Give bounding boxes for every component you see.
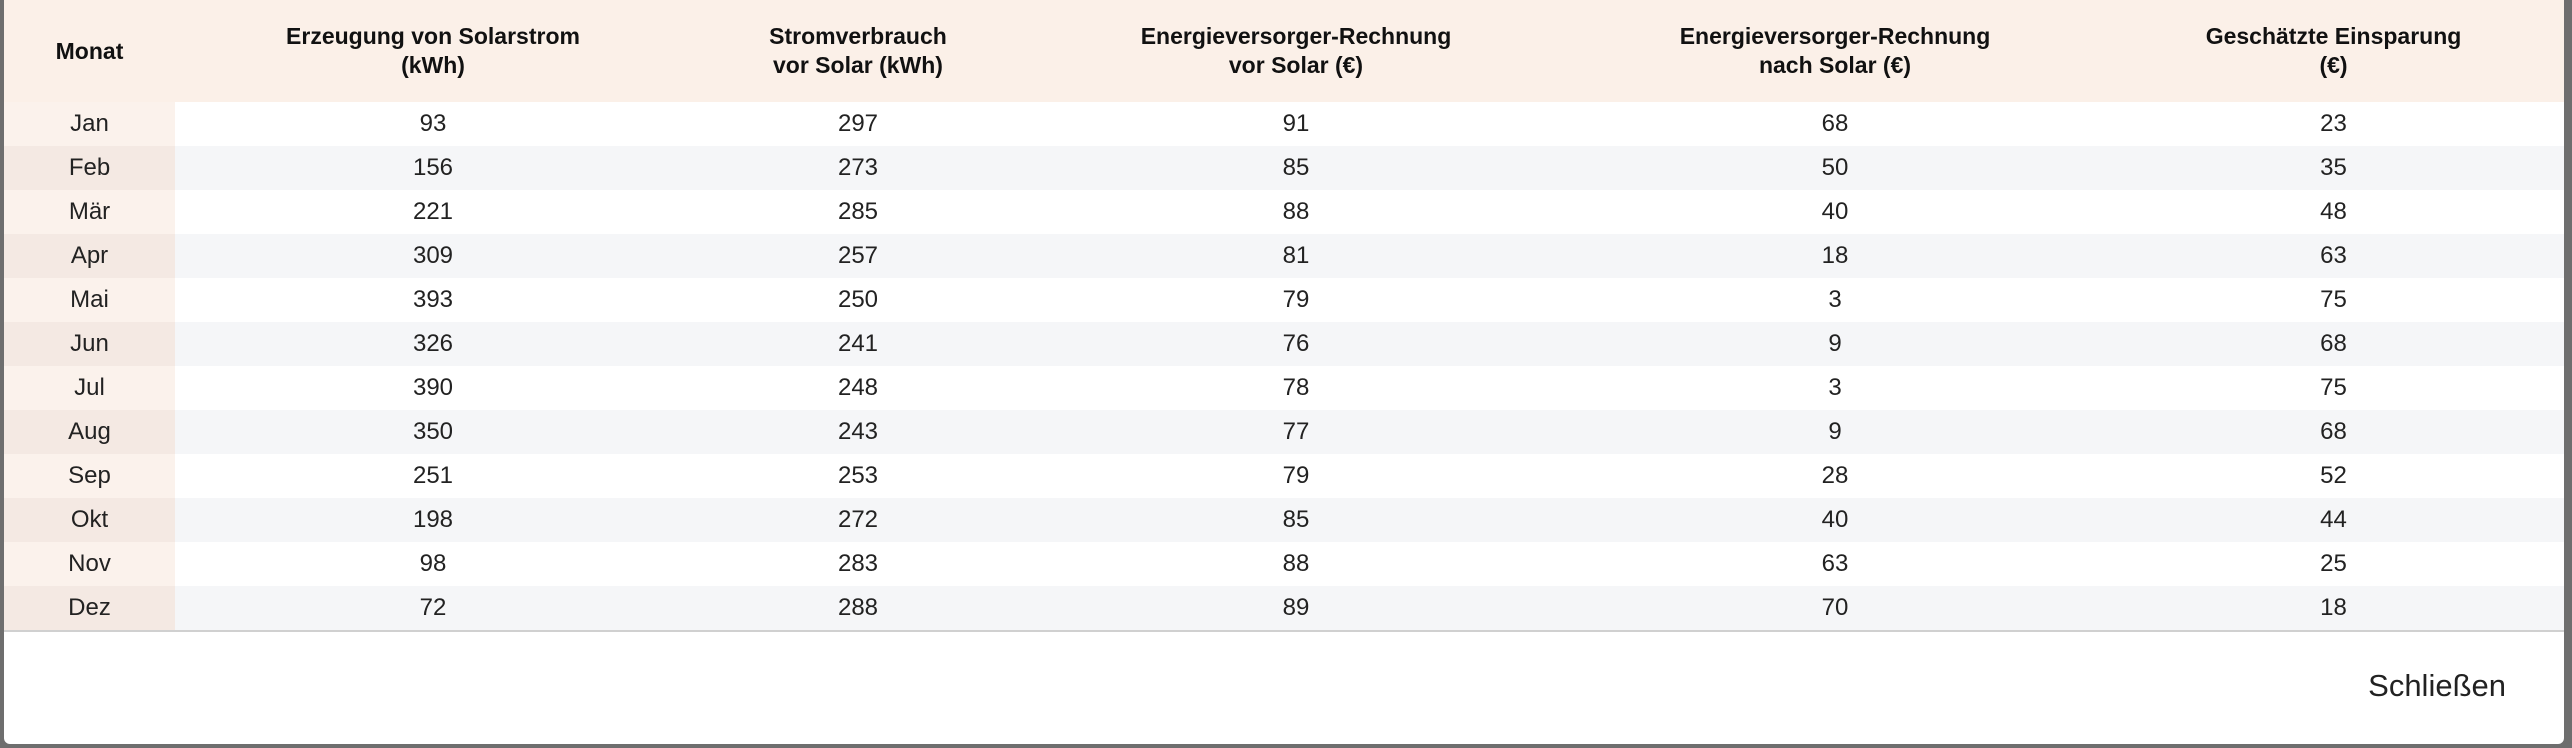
month-cell: Mai xyxy=(4,278,175,322)
value-cell: 283 xyxy=(691,542,1025,586)
month-cell: Jan xyxy=(4,102,175,146)
value-cell: 221 xyxy=(175,190,691,234)
table-row: Jul 390 248 78 3 75 xyxy=(4,366,2564,410)
value-cell: 326 xyxy=(175,322,691,366)
value-cell: 248 xyxy=(691,366,1025,410)
value-cell: 28 xyxy=(1567,454,2103,498)
value-cell: 251 xyxy=(175,454,691,498)
value-cell: 50 xyxy=(1567,146,2103,190)
value-cell: 288 xyxy=(691,586,1025,630)
value-cell: 93 xyxy=(175,102,691,146)
month-cell: Dez xyxy=(4,586,175,630)
value-cell: 18 xyxy=(1567,234,2103,278)
month-cell: Nov xyxy=(4,542,175,586)
month-cell: Apr xyxy=(4,234,175,278)
table-row: Okt 198 272 85 40 44 xyxy=(4,498,2564,542)
value-cell: 81 xyxy=(1025,234,1567,278)
table-row: Sep 251 253 79 28 52 xyxy=(4,454,2564,498)
value-cell: 272 xyxy=(691,498,1025,542)
value-cell: 40 xyxy=(1567,190,2103,234)
value-cell: 9 xyxy=(1567,322,2103,366)
value-cell: 85 xyxy=(1025,146,1567,190)
month-cell: Jul xyxy=(4,366,175,410)
value-cell: 68 xyxy=(2103,322,2564,366)
value-cell: 253 xyxy=(691,454,1025,498)
value-cell: 88 xyxy=(1025,190,1567,234)
value-cell: 285 xyxy=(691,190,1025,234)
table-row: Mär 221 285 88 40 48 xyxy=(4,190,2564,234)
table-row: Feb 156 273 85 50 35 xyxy=(4,146,2564,190)
value-cell: 44 xyxy=(2103,498,2564,542)
value-cell: 243 xyxy=(691,410,1025,454)
table-row: Mai 393 250 79 3 75 xyxy=(4,278,2564,322)
month-cell: Sep xyxy=(4,454,175,498)
value-cell: 40 xyxy=(1567,498,2103,542)
value-cell: 350 xyxy=(175,410,691,454)
close-button[interactable]: Schließen xyxy=(2360,664,2514,708)
table-row: Aug 350 243 77 9 68 xyxy=(4,410,2564,454)
month-cell: Feb xyxy=(4,146,175,190)
value-cell: 98 xyxy=(175,542,691,586)
value-cell: 273 xyxy=(691,146,1025,190)
column-header: Erzeugung von Solarstrom (kWh) xyxy=(286,23,580,78)
value-cell: 18 xyxy=(2103,586,2564,630)
value-cell: 89 xyxy=(1025,586,1567,630)
column-header: Stromverbrauch vor Solar (kWh) xyxy=(769,23,947,78)
value-cell: 72 xyxy=(175,586,691,630)
value-cell: 79 xyxy=(1025,454,1567,498)
value-cell: 257 xyxy=(691,234,1025,278)
table-row: Nov 98 283 88 63 25 xyxy=(4,542,2564,586)
table-row: Jan 93 297 91 68 23 xyxy=(4,102,2564,146)
value-cell: 390 xyxy=(175,366,691,410)
month-cell: Mär xyxy=(4,190,175,234)
value-cell: 393 xyxy=(175,278,691,322)
value-cell: 63 xyxy=(2103,234,2564,278)
value-cell: 75 xyxy=(2103,278,2564,322)
table-row: Dez 72 288 89 70 18 xyxy=(4,586,2564,630)
table-row: Jun 326 241 76 9 68 xyxy=(4,322,2564,366)
value-cell: 76 xyxy=(1025,322,1567,366)
value-cell: 156 xyxy=(175,146,691,190)
value-cell: 70 xyxy=(1567,586,2103,630)
column-header: Energieversorger-Rechnung vor Solar (€) xyxy=(1140,23,1452,78)
data-table: Monat Erzeugung von Solarstrom (kWh) Strom… xyxy=(4,0,2564,632)
value-cell: 250 xyxy=(691,278,1025,322)
value-cell: 241 xyxy=(691,322,1025,366)
value-cell: 52 xyxy=(2103,454,2564,498)
value-cell: 198 xyxy=(175,498,691,542)
value-cell: 91 xyxy=(1025,102,1567,146)
value-cell: 9 xyxy=(1567,410,2103,454)
month-cell: Aug xyxy=(4,410,175,454)
value-cell: 77 xyxy=(1025,410,1567,454)
column-header: Geschätzte Einsparung (€) xyxy=(2205,23,2462,78)
value-cell: 23 xyxy=(2103,102,2564,146)
column-header: Monat xyxy=(55,37,124,64)
modal: Monat Erzeugung von Solarstrom (kWh) Strom… xyxy=(4,0,2564,744)
value-cell: 79 xyxy=(1025,278,1567,322)
value-cell: 3 xyxy=(1567,278,2103,322)
value-cell: 85 xyxy=(1025,498,1567,542)
value-cell: 309 xyxy=(175,234,691,278)
column-header: Energieversorger-Rechnung nach Solar (€) xyxy=(1679,23,1991,78)
value-cell: 25 xyxy=(2103,542,2564,586)
month-cell: Jun xyxy=(4,322,175,366)
month-cell: Okt xyxy=(4,498,175,542)
table-row: Apr 309 257 81 18 63 xyxy=(4,234,2564,278)
value-cell: 68 xyxy=(1567,102,2103,146)
header-row: Monat Erzeugung von Solarstrom (kWh) Strom… xyxy=(4,0,2564,102)
value-cell: 48 xyxy=(2103,190,2564,234)
value-cell: 3 xyxy=(1567,366,2103,410)
value-cell: 297 xyxy=(691,102,1025,146)
value-cell: 63 xyxy=(1567,542,2103,586)
value-cell: 68 xyxy=(2103,410,2564,454)
value-cell: 88 xyxy=(1025,542,1567,586)
value-cell: 35 xyxy=(2103,146,2564,190)
value-cell: 75 xyxy=(2103,366,2564,410)
value-cell: 78 xyxy=(1025,366,1567,410)
